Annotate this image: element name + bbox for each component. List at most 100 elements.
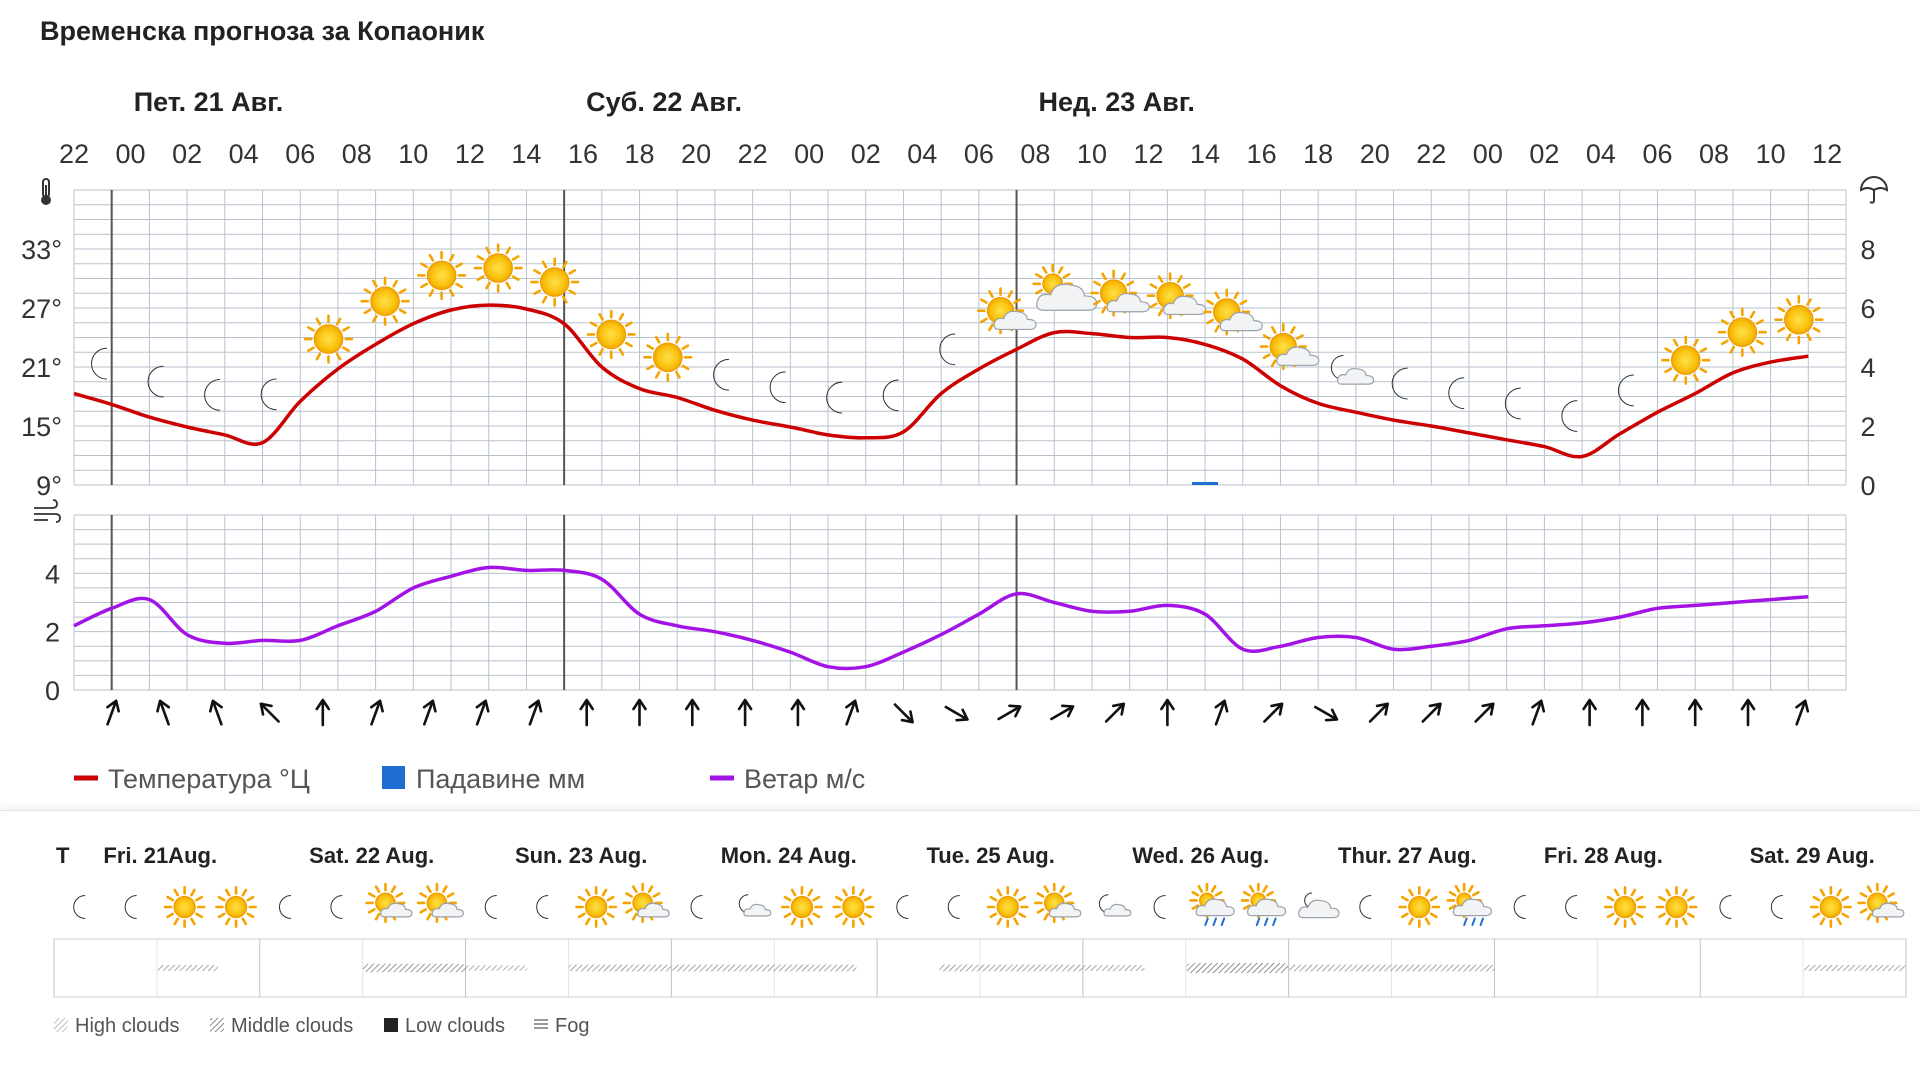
- moon-icon: [1561, 400, 1578, 432]
- cloud-legend-label: Low clouds: [405, 1015, 505, 1037]
- moon-icon: [1513, 895, 1526, 919]
- sun-icon: [1661, 335, 1711, 385]
- sun-icon: [986, 886, 1029, 928]
- temperature-line: [73, 303, 1809, 459]
- moon-icon: [713, 358, 729, 391]
- temp-tick-label: 27°: [21, 294, 62, 324]
- forecast-day-label: Sun. 23 Aug.: [515, 843, 647, 868]
- wind-direction-arrow: [1582, 698, 1597, 727]
- legend-swatch: [382, 766, 405, 789]
- precip-tick-label: 8: [1860, 235, 1875, 265]
- temp-tick-label: 33°: [21, 235, 62, 265]
- partly-cloudy-sun-icon: [416, 882, 464, 924]
- moon-icon: [330, 895, 343, 919]
- cloud-legend-swatch: [384, 1018, 398, 1032]
- umbrella-icon: [1859, 176, 1889, 204]
- sun-icon: [780, 886, 823, 928]
- wind-direction-arrow: [1635, 698, 1650, 727]
- moon-icon: [826, 381, 843, 414]
- sun-icon: [360, 276, 410, 326]
- moon-icon: [939, 333, 956, 366]
- cloud-legend-item: Low clouds: [384, 1015, 505, 1037]
- wind-tick-label: 0: [45, 676, 60, 706]
- wind-direction-arrow: [1421, 702, 1442, 723]
- moon-icon: [1565, 895, 1578, 919]
- wind-direction-arrow: [1050, 704, 1075, 721]
- legend-label: Падавине мм: [416, 764, 585, 794]
- precip-tick-label: 2: [1860, 412, 1875, 442]
- hour-label: 00: [1473, 139, 1503, 169]
- meteogram: Пет. 21 Авг. Суб. 22 Авг. Нед. 23 Авг. 22 0…: [21, 87, 1889, 794]
- moon-icon: [484, 895, 497, 919]
- moon-icon: [1504, 387, 1521, 420]
- wind-direction-arrow: [997, 704, 1022, 721]
- wind-direction-arrow: [893, 703, 914, 724]
- moon-icon: [1618, 374, 1634, 407]
- moon-icon: [1153, 895, 1166, 919]
- forecast-day-label: Fri. 21Aug.: [103, 843, 217, 868]
- legend-label: Температура °Ц: [108, 764, 310, 794]
- hour-label: 20: [1360, 139, 1390, 169]
- forecast-day-label: Sat. 29 Aug.: [1750, 843, 1875, 868]
- hour-label: 06: [1642, 139, 1672, 169]
- moon-icon: [124, 895, 137, 919]
- sun-icon: [1774, 295, 1824, 345]
- moon-icon: [1391, 367, 1408, 400]
- cloud-layer-band: [1082, 965, 1145, 971]
- precip-tick-label: 6: [1860, 294, 1875, 324]
- wind-direction-arrow: [1531, 699, 1546, 726]
- hour-label: 12: [455, 139, 485, 169]
- cloud-layer-band: [568, 964, 672, 972]
- hour-label: 08: [342, 139, 372, 169]
- sun-icon: [575, 886, 618, 928]
- sun-icon: [303, 314, 354, 364]
- wind-tick-label: 2: [45, 618, 60, 648]
- forecast-day-label: Mon. 24 Aug.: [721, 843, 857, 868]
- hour-label: 22: [738, 139, 768, 169]
- wind-direction-arrow: [1687, 698, 1703, 727]
- temp-tick-label: 21°: [21, 353, 62, 383]
- wind-direction-arrow: [632, 698, 647, 727]
- hour-label: 04: [229, 139, 259, 169]
- moon-icon: [204, 378, 221, 411]
- sun-icon: [1809, 886, 1852, 928]
- hour-label: 18: [625, 139, 655, 169]
- forecast-day-label: Wed. 26 Aug.: [1132, 843, 1269, 868]
- partly-cloudy-sun-icon: [365, 882, 413, 924]
- cloud-legend-label: Fog: [555, 1015, 589, 1037]
- cloud-legend-item: High clouds: [54, 1015, 180, 1037]
- hour-label: 16: [1247, 139, 1277, 169]
- hour-label: 02: [851, 139, 881, 169]
- sun-icon: [416, 250, 467, 301]
- wind-direction-arrow: [845, 699, 860, 726]
- hour-label: 12: [1812, 139, 1842, 169]
- moon-icon: [690, 895, 703, 919]
- moon-icon: [279, 895, 291, 919]
- precip-tick-label: 4: [1860, 353, 1875, 383]
- partly-cloudy-moon-icon: [1098, 894, 1132, 917]
- sun-icon: [163, 886, 206, 928]
- wind-direction-arrow: [684, 698, 700, 727]
- cloud-legend-item: Fog: [534, 1015, 589, 1037]
- hour-label: 10: [1077, 139, 1107, 169]
- wind-direction-arrow: [528, 699, 543, 726]
- sun-icon: [473, 243, 523, 293]
- ten-day-forecast-panel: T Fri. 21Aug. Sat. 22 Aug. Sun. 23 Aug. Mon…: [0, 810, 1920, 1081]
- wind-direction-arrow: [315, 698, 331, 727]
- hour-label: 06: [285, 139, 315, 169]
- rain-cloud-icon: [1446, 882, 1492, 927]
- sun-icon: [832, 886, 875, 928]
- ten-day-forecast: T Fri. 21Aug. Sat. 22 Aug. Sun. 23 Aug. Mon…: [53, 843, 1907, 1037]
- cloud-legend-label: Middle clouds: [231, 1015, 353, 1037]
- hour-label: 00: [116, 139, 146, 169]
- moon-icon: [947, 895, 960, 919]
- wind-direction-arrow: [1263, 702, 1284, 723]
- wind-direction-arrow: [259, 702, 280, 723]
- legend-item: Падавине мм: [382, 764, 585, 794]
- wind-direction-arrow: [790, 698, 806, 727]
- hour-label: 14: [1190, 139, 1220, 169]
- sun-icon: [1398, 886, 1441, 928]
- day-label: Нед. 23 Авг.: [1039, 87, 1195, 117]
- hour-label: 04: [907, 139, 937, 169]
- hour-label: 10: [1756, 139, 1786, 169]
